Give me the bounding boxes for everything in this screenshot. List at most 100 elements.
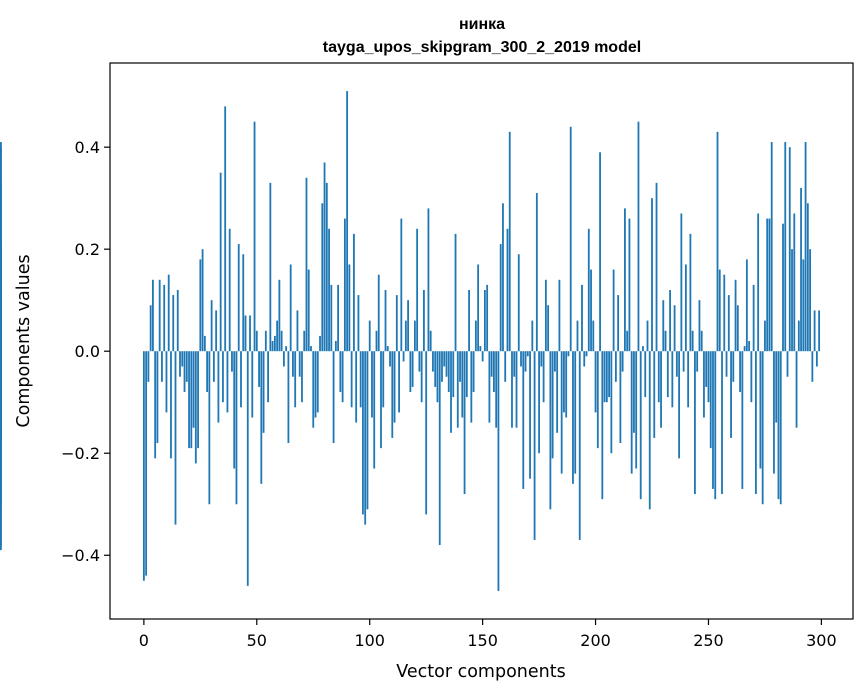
bar-component-154: [490, 351, 493, 377]
bar-component-140: [459, 351, 461, 382]
y-tick-label: 0.2: [75, 240, 100, 259]
bar-component-215: [628, 218, 631, 352]
bar-component-86: [337, 284, 339, 352]
bar-component-295: [809, 249, 811, 352]
bar-component-236: [675, 351, 678, 377]
bar-component-43: [240, 351, 242, 408]
bar-component-18: [183, 351, 186, 393]
bar-component-60: [278, 279, 281, 352]
bar-component-83: [330, 284, 333, 352]
bar-component-149: [479, 346, 482, 352]
bar-component-148: [477, 264, 480, 352]
bar-component-272: [757, 213, 760, 352]
bar-component-223: [646, 320, 649, 352]
bar-component-147: [474, 320, 477, 352]
bar-component-252: [712, 351, 714, 489]
y-tick-label: 0.4: [75, 138, 100, 157]
bar-component-166: [517, 254, 520, 352]
bar-component-263: [736, 305, 739, 352]
bar-component-184: [558, 279, 561, 352]
y-tick-label: 0.0: [75, 342, 100, 361]
bar-component-134: [445, 351, 448, 377]
bar-component-289: [795, 351, 798, 428]
bar-component-90: [346, 91, 349, 352]
bar-component-225: [651, 198, 653, 352]
bar-component-189: [569, 126, 572, 352]
bar-component-193: [578, 351, 581, 540]
bar-component-229: [660, 351, 662, 428]
bar-component-152: [486, 284, 489, 352]
bar-component-298: [815, 351, 818, 367]
bar-component-93: [353, 233, 355, 352]
bar-component-118: [409, 351, 412, 393]
bar-component-169: [524, 351, 527, 372]
bar-component-217: [633, 351, 635, 433]
bar-component-28: [206, 351, 209, 393]
bar-component-48: [251, 351, 254, 418]
bar-component-137: [452, 351, 455, 398]
bar-component-299: [818, 310, 821, 352]
bar-component-7: [158, 279, 161, 352]
bar-component-107: [384, 289, 387, 352]
bar-component-58: [273, 335, 276, 352]
bar-component-181: [551, 351, 554, 459]
bar-component-268: [748, 341, 751, 352]
bar-component-45: [244, 315, 247, 352]
x-tick-label: 50: [247, 631, 267, 650]
bar-component-62: [282, 351, 285, 367]
bar-component-248: [703, 351, 705, 418]
bar-component-207: [610, 351, 613, 454]
bar-component-68: [296, 310, 299, 352]
bar-component-249: [705, 351, 708, 387]
bar-component-2: [147, 351, 150, 382]
bar-component-274: [761, 351, 764, 505]
bar-component-20: [188, 351, 190, 449]
bar-component-73: [307, 269, 310, 352]
bar-component-290: [797, 320, 800, 352]
bar-component-174: [535, 193, 538, 352]
bar-component-129: [434, 351, 437, 387]
bar-component-158: [499, 244, 502, 352]
bar-component-198: [590, 269, 592, 352]
bar-component-55: [267, 351, 269, 403]
bar-component-95: [357, 295, 360, 352]
bar-component-210: [617, 295, 620, 352]
bar-component-96: [359, 351, 362, 408]
bar-component-85: [334, 341, 337, 352]
bar-component-296: [811, 351, 814, 382]
y-tick-label: −0.4: [61, 546, 100, 565]
bar-component-190: [572, 351, 574, 484]
bar-component-269: [750, 351, 753, 403]
bar-component-70: [301, 351, 303, 403]
bar-component-100: [368, 320, 371, 352]
bar-component-6: [156, 351, 159, 444]
bar-component-124: [423, 289, 425, 352]
bar-component-38: [228, 228, 231, 352]
bar-component-218: [635, 351, 638, 469]
bar-component-5: [154, 351, 157, 459]
bar-component-222: [644, 351, 647, 398]
bar-component-204: [603, 351, 606, 403]
bar-component-120: [413, 320, 416, 352]
bar-component-78: [319, 335, 321, 352]
bar-component-156: [495, 351, 498, 428]
bar-component-130: [436, 351, 439, 403]
bar-component-163: [511, 351, 513, 428]
bar-component-200: [594, 351, 597, 413]
bar-component-59: [276, 320, 279, 352]
bar-component-199: [592, 320, 595, 352]
x-axis-label: Vector components: [396, 662, 565, 682]
bar-component-0: [142, 351, 145, 581]
x-tick-label: 0: [139, 631, 149, 650]
bar-component-53: [262, 351, 265, 433]
bar-component-14: [174, 351, 177, 525]
bar-component-122: [418, 351, 421, 372]
bar-component-12: [170, 351, 172, 459]
bar-component-33: [217, 351, 220, 423]
bar-component-24: [197, 351, 199, 449]
bar-component-26: [201, 249, 204, 352]
chart-title: нинка: [459, 16, 505, 33]
bar-component-89: [343, 218, 346, 352]
bar-component-35: [222, 351, 224, 403]
bar-component-11: [167, 274, 170, 352]
